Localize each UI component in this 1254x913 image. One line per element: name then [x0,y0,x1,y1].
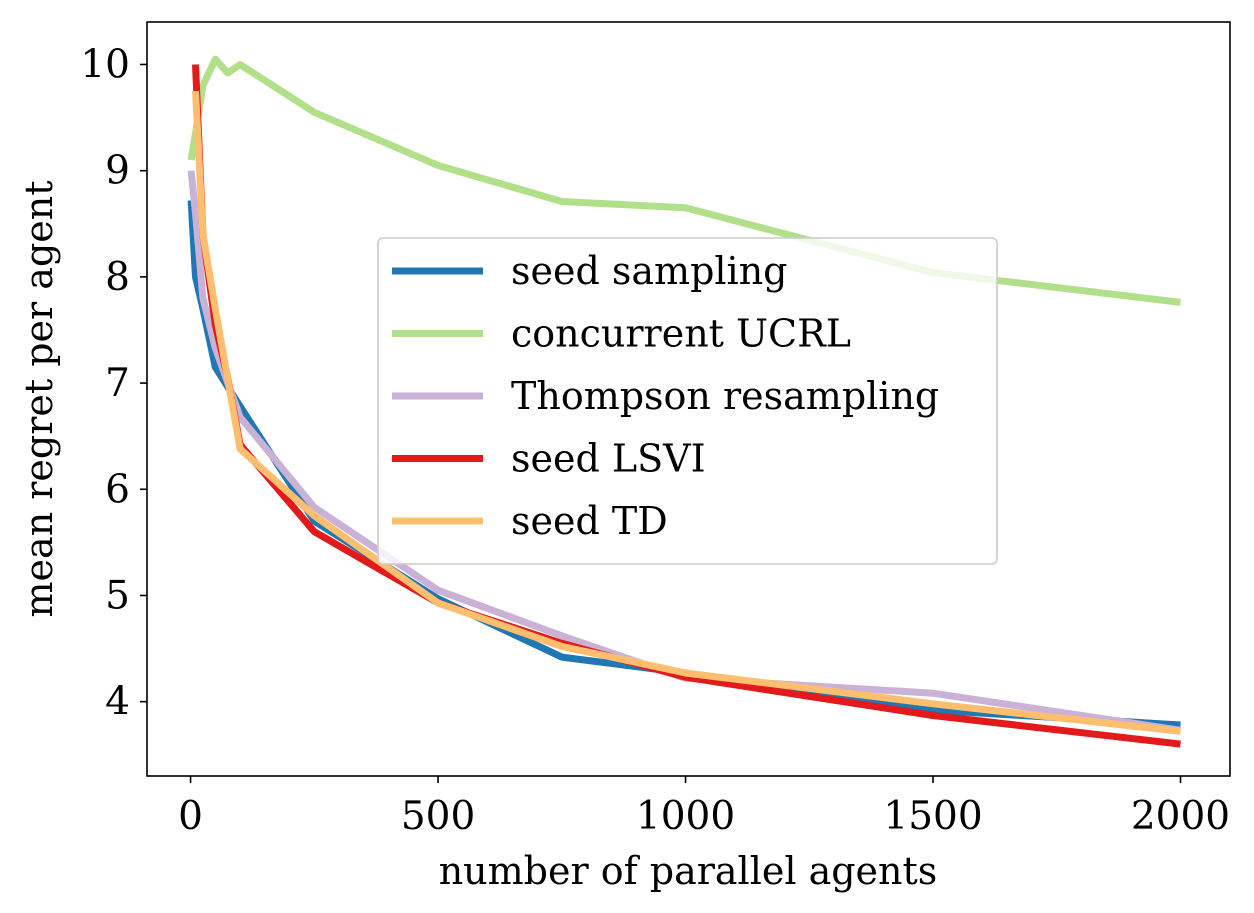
y-axis-label: mean regret per agent [17,181,61,618]
series-line-4 [192,90,1181,735]
y-tick-label-0: 4 [105,680,130,725]
series-layer [187,55,1182,748]
x-tick-label-4: 2000 [1131,794,1230,839]
legend-label-1: concurrent UCRL [511,312,851,356]
y-tick-label-6: 10 [80,42,130,87]
legend-label-4: seed TD [511,499,668,543]
x-tick-label-1: 500 [401,794,475,839]
legend-label-2: Thompson resampling [511,374,939,418]
x-tick-label-3: 1500 [883,794,982,839]
y-tick-label-5: 9 [105,149,130,194]
legend-label-3: seed LSVI [511,437,706,481]
x-tick-label-0: 0 [178,794,203,839]
legend-label-0: seed sampling [511,249,788,293]
y-tick-label-4: 8 [105,255,130,300]
plot-frame [146,21,1231,777]
legend-box [377,237,998,565]
y-tick-label-2: 6 [105,467,130,512]
axes-layer: 0 500 1000 1500 2000 4 5 6 7 8 9 10 [80,42,1230,839]
series-line-1 [187,55,1181,306]
y-tick-label-3: 7 [105,361,130,406]
legend: seed sampling concurrent UCRL Thompson res… [377,237,998,565]
y-tick-label-1: 5 [105,573,130,618]
x-tick-label-2: 1000 [636,794,735,839]
x-axis-label: number of parallel agents [439,849,938,893]
